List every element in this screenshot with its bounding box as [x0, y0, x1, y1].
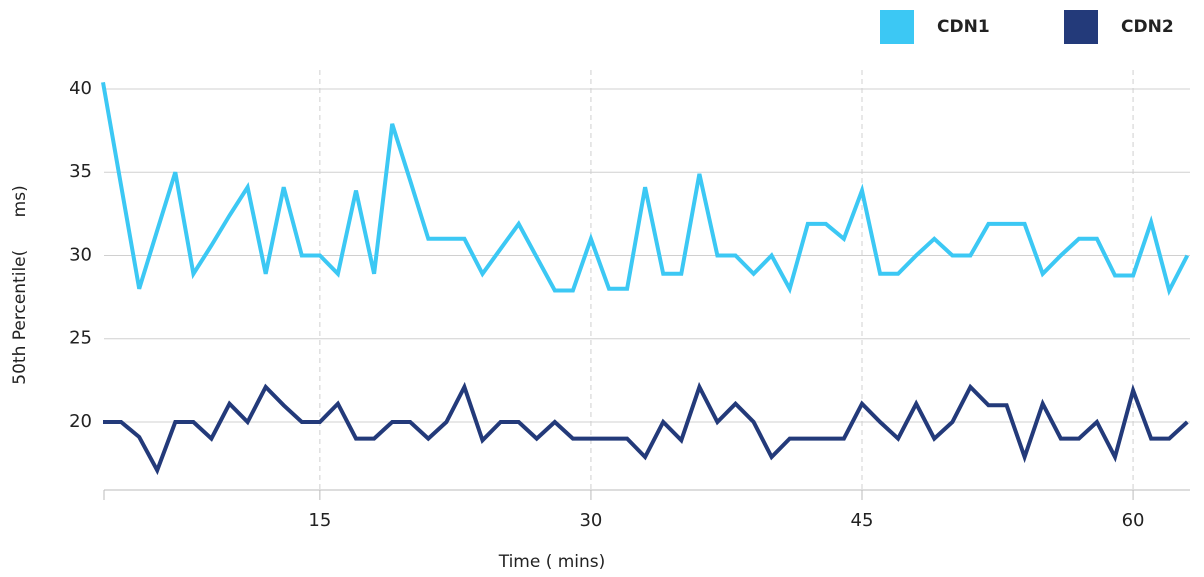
x-tick-label: 60 [1122, 510, 1145, 531]
x-tick-label: 15 [308, 510, 331, 531]
y-tick-label: 25 [69, 328, 92, 349]
y-tick-label: 30 [69, 244, 92, 265]
y-tick-label: 20 [69, 411, 92, 432]
line [103, 381, 1189, 476]
x-tick-label: 30 [579, 510, 602, 531]
y-tick-label: 40 [69, 78, 92, 99]
line [101, 81, 1190, 297]
legend-swatch [880, 10, 914, 44]
y-axis-label: 50th Percentile( ms) [10, 185, 30, 384]
legend-label: CDN2 [1121, 17, 1174, 37]
y-tick-label: 35 [69, 161, 92, 182]
x-tick-label: 45 [851, 510, 874, 531]
legend-label: CDN1 [937, 17, 990, 37]
legend-swatch [1064, 10, 1098, 44]
x-axis-label: Time ( mins) [498, 552, 606, 572]
